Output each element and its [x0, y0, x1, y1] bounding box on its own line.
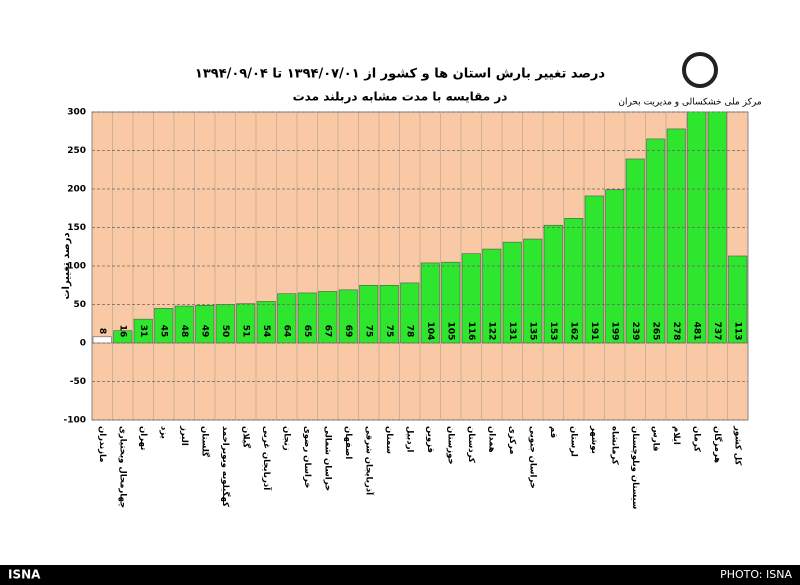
bar	[482, 248, 502, 344]
x-tick-label: فارس	[650, 426, 660, 451]
value-label: 116	[466, 322, 476, 341]
value-label: 54	[261, 325, 271, 338]
value-label: 78	[404, 325, 414, 338]
chart-title: درصد تغییر بارش استان ها و کشور از ۱۳۹۴/…	[195, 67, 606, 82]
bar	[420, 262, 440, 344]
bar	[236, 303, 256, 344]
value-label: 105	[445, 322, 455, 341]
x-tick-label: یزد	[158, 426, 168, 439]
bar	[215, 304, 235, 344]
x-tick-label: زنجان	[281, 426, 291, 451]
value-label: 239	[630, 322, 640, 341]
value-label: 153	[548, 322, 558, 341]
value-label: 49	[199, 325, 209, 338]
value-label: 162	[568, 322, 578, 341]
x-tick-label: بوشهر	[589, 425, 599, 454]
bar	[277, 293, 297, 344]
bar	[666, 128, 686, 344]
y-tick-label: 150	[67, 223, 86, 233]
value-label: 69	[343, 325, 353, 338]
y-tick-label: 300	[67, 108, 86, 118]
value-label: 113	[732, 322, 742, 341]
x-tick-label: لرستان	[568, 426, 578, 457]
bar	[461, 253, 481, 344]
x-tick-label: سیستان وبلوچستان	[630, 426, 640, 509]
value-label: 48	[179, 325, 189, 338]
x-tick-label: کل کشور	[732, 425, 742, 465]
value-label: 122	[486, 322, 496, 341]
x-tick-label: تهران	[138, 426, 148, 450]
value-label: 481	[691, 322, 701, 341]
y-axis-label: درصد تغییرات	[61, 232, 72, 299]
value-label: 31	[138, 325, 148, 338]
chart-subtitle: در مقایسه با مدت مشابه دربلند مدت	[293, 90, 508, 104]
value-label: 65	[302, 325, 312, 338]
x-tick-label: هرمزگان	[712, 426, 723, 463]
x-tick-label: البرز	[179, 425, 189, 446]
footer-bar	[0, 565, 800, 585]
y-tick-label: 50	[73, 300, 86, 310]
x-tick-label: سمنان	[384, 426, 394, 454]
x-tick-label: کرمانشاه	[609, 426, 619, 465]
x-tick-label: آذربایجان غربی	[261, 426, 273, 491]
x-tick-label: کرمان	[691, 426, 701, 452]
bar	[687, 112, 707, 344]
x-tick-label: آذربایجان شرقی	[363, 426, 375, 496]
value-label: 64	[281, 325, 291, 338]
footer-right: PHOTO: ISNA	[720, 568, 792, 581]
x-tick-label: اصفهان	[343, 426, 353, 459]
x-tick-label: مرکزی	[507, 426, 517, 455]
x-tick-label: ایلام	[671, 426, 681, 445]
logo	[682, 52, 718, 88]
x-tick-label: مازندران	[97, 426, 107, 463]
x-tick-label: کهگیلویه وبویراحمد	[220, 426, 231, 507]
value-label: 16	[117, 325, 127, 338]
value-label: 67	[322, 325, 332, 338]
bar	[625, 158, 645, 344]
y-tick-label: 250	[67, 146, 86, 156]
x-tick-label: خراسان شمالی	[322, 426, 332, 491]
x-tick-label: اردبیل	[404, 426, 414, 453]
x-tick-label: همدان	[486, 426, 496, 453]
y-tick-label: -100	[63, 416, 86, 426]
x-tick-label: گلستان	[199, 426, 210, 457]
x-tick-label: قم	[548, 426, 558, 438]
value-label: 199	[609, 322, 619, 341]
value-label: 737	[712, 322, 722, 341]
x-tick-label: گیلان	[240, 426, 251, 448]
value-label: 51	[240, 325, 250, 338]
value-label: 104	[425, 322, 435, 341]
x-tick-label: خراسان رضوی	[302, 426, 312, 488]
x-tick-label: خراسان جنوبی	[527, 426, 537, 489]
value-label: 135	[527, 322, 537, 341]
value-label: 265	[650, 322, 660, 341]
value-label: 191	[589, 322, 599, 341]
logo-text: مرکز ملی خشکسالی و مدیریت بحران	[618, 98, 761, 108]
value-label: 8	[97, 328, 107, 334]
value-label: 50	[220, 325, 230, 338]
x-tick-label: کردستان	[466, 426, 476, 463]
bar	[92, 336, 112, 344]
y-tick-label: 100	[67, 262, 86, 272]
y-tick-label: -50	[70, 377, 86, 387]
x-tick-label: قزوین	[425, 426, 435, 453]
x-tick-label: خوزستان	[445, 426, 455, 465]
x-tick-label: چهارمحال وبختیاری	[117, 426, 127, 508]
bar	[646, 138, 666, 344]
bar	[441, 261, 461, 344]
bar	[605, 189, 625, 344]
footer-left: ISNA	[8, 568, 41, 582]
bar	[256, 301, 276, 344]
y-tick-label: 0	[80, 339, 86, 349]
value-label: 75	[363, 325, 373, 338]
value-label: 278	[671, 322, 681, 341]
y-tick-label: 200	[67, 185, 86, 195]
value-label: 45	[158, 325, 168, 338]
value-label: 131	[507, 322, 517, 341]
value-label: 75	[384, 325, 394, 338]
